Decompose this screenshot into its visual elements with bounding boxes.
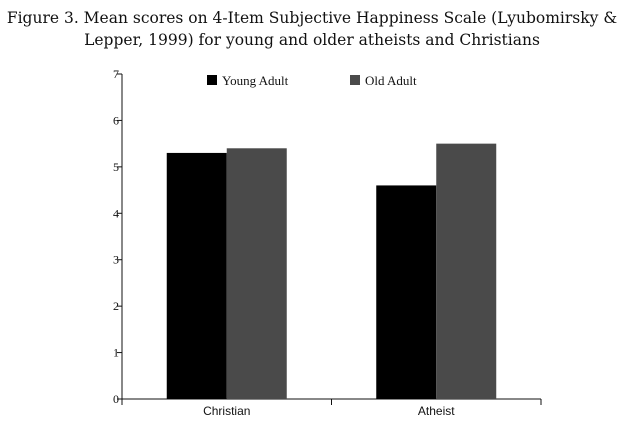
x-tick-label: Atheist	[418, 404, 455, 418]
chart-axes: 0 1 2 3 4 5 6 7 Christian Atheist	[113, 67, 542, 418]
y-tick-label: 7	[113, 67, 119, 81]
legend-swatch	[350, 75, 360, 85]
bar-young-adult-atheist	[376, 185, 437, 399]
chart-legend: Young Adult Old Adult	[207, 73, 417, 88]
y-tick-label: 0	[113, 392, 119, 406]
y-tick-label: 1	[113, 346, 119, 360]
bar-old-adult-christian	[226, 148, 287, 399]
legend-label: Old Adult	[365, 73, 417, 88]
title-line-2: Lepper, 1999) for young and older atheis…	[84, 31, 540, 49]
y-tick-label: 4	[113, 206, 119, 220]
chart-title: Figure 3. Mean scores on 4-Item Subjecti…	[0, 7, 624, 51]
y-tick-label: 5	[113, 160, 119, 174]
chart-bars	[166, 143, 497, 399]
bar-old-adult-atheist	[436, 143, 497, 399]
legend-swatch	[207, 75, 217, 85]
y-tick-label: 2	[113, 299, 119, 313]
title-line-1: Figure 3. Mean scores on 4-Item Subjecti…	[6, 9, 618, 27]
y-tick-label: 6	[113, 113, 119, 127]
x-tick-label: Christian	[203, 404, 250, 418]
bar-young-adult-christian	[166, 152, 227, 399]
legend-label: Young Adult	[222, 73, 289, 88]
y-tick-label: 3	[113, 253, 119, 267]
